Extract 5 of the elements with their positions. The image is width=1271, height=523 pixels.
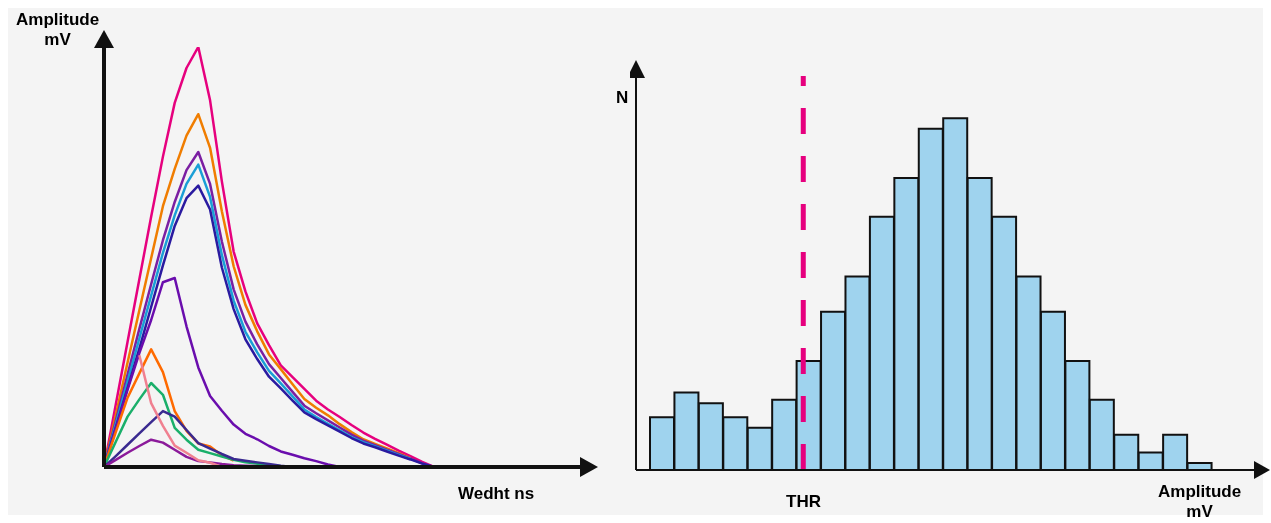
y-axis-title: N <box>616 88 629 108</box>
y-axis-title: Amplitude mV <box>16 10 100 50</box>
text: THR <box>786 492 821 512</box>
x-axis-title: Wedht ns <box>458 484 535 504</box>
x-axis-title: Amplitude mV <box>1158 482 1242 522</box>
